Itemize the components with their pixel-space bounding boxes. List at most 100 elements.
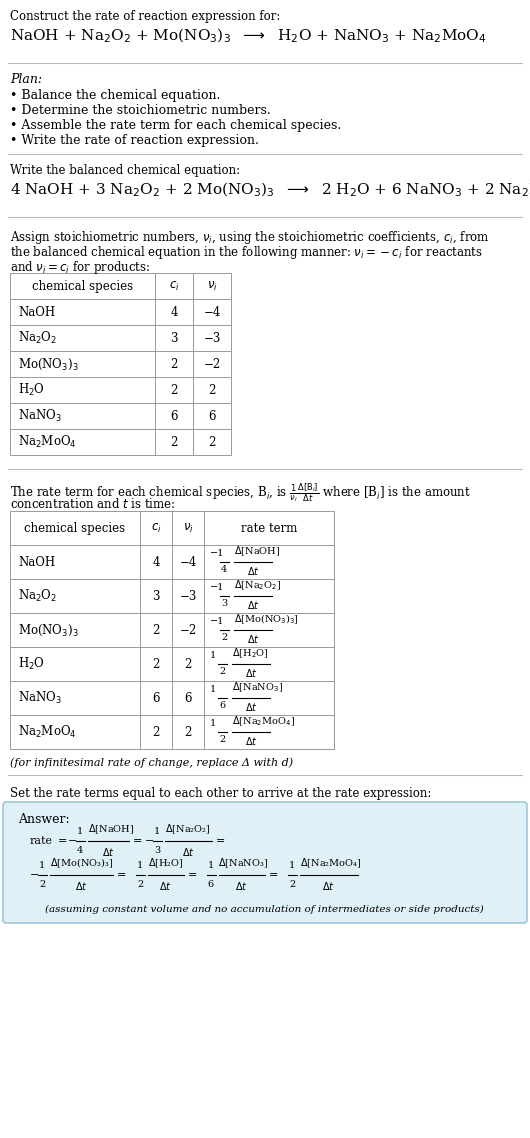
Text: 1: 1	[39, 861, 45, 869]
Text: (for infinitesimal rate of change, replace Δ with d): (for infinitesimal rate of change, repla…	[10, 757, 293, 767]
Text: 2: 2	[170, 384, 178, 396]
Text: 2: 2	[39, 880, 45, 889]
Text: Assign stoichiometric numbers, $\nu_i$, using the stoichiometric coefficients, $: Assign stoichiometric numbers, $\nu_i$, …	[10, 229, 490, 246]
Text: −2: −2	[179, 624, 197, 636]
Text: 2: 2	[208, 384, 216, 396]
Text: 3: 3	[152, 589, 160, 602]
Text: 1: 1	[77, 827, 83, 836]
Text: The rate term for each chemical species, B$_i$, is $\frac{1}{\nu_i}\frac{\Delta[: The rate term for each chemical species,…	[10, 481, 471, 503]
Text: 6: 6	[152, 692, 160, 704]
Text: −4: −4	[204, 305, 220, 319]
Text: • Write the rate of reaction expression.: • Write the rate of reaction expression.	[10, 134, 259, 147]
Text: $\Delta t$: $\Delta t$	[102, 846, 115, 858]
Text: $\Delta t$: $\Delta t$	[322, 880, 335, 892]
Text: H$_2$O: H$_2$O	[18, 382, 45, 398]
Text: the balanced chemical equation in the following manner: $\nu_i = -c_i$ for react: the balanced chemical equation in the fo…	[10, 244, 483, 261]
Text: 4: 4	[221, 564, 227, 574]
Text: Mo(NO$_3$)$_3$: Mo(NO$_3$)$_3$	[18, 356, 78, 372]
Text: $\Delta t$: $\Delta t$	[246, 564, 259, 577]
Text: =: =	[58, 836, 67, 846]
Text: 2: 2	[184, 726, 192, 739]
Text: =: =	[188, 869, 197, 880]
Text: $c_i$: $c_i$	[169, 280, 179, 292]
Text: $\Delta$[Na₂O₂]: $\Delta$[Na₂O₂]	[165, 823, 210, 836]
Text: −1: −1	[210, 549, 224, 558]
Text: 2: 2	[152, 624, 160, 636]
Text: 4: 4	[152, 555, 160, 569]
Text: 1: 1	[137, 861, 143, 869]
Text: $\Delta$[H$_2$O]: $\Delta$[H$_2$O]	[232, 646, 269, 660]
Text: $\Delta t$: $\Delta t$	[246, 599, 259, 611]
Text: Na$_2$MoO$_4$: Na$_2$MoO$_4$	[18, 724, 77, 740]
Text: chemical species: chemical species	[24, 521, 126, 535]
Text: 2: 2	[152, 658, 160, 670]
Text: 2: 2	[170, 357, 178, 371]
Text: $\Delta t$: $\Delta t$	[246, 633, 259, 645]
Text: −2: −2	[204, 357, 220, 371]
Text: (assuming constant volume and no accumulation of intermediates or side products): (assuming constant volume and no accumul…	[45, 905, 483, 914]
Text: $\Delta t$: $\Delta t$	[235, 880, 248, 892]
Text: −4: −4	[179, 555, 197, 569]
Text: $\Delta$[Mo(NO$_3$)$_3$]: $\Delta$[Mo(NO$_3$)$_3$]	[234, 612, 299, 626]
Text: $\Delta$[Na$_2$MoO$_4$]: $\Delta$[Na$_2$MoO$_4$]	[232, 715, 295, 728]
Text: NaOH: NaOH	[18, 555, 55, 569]
Text: 4: 4	[77, 846, 83, 855]
Text: $\Delta$[Na₂MoO₄]: $\Delta$[Na₂MoO₄]	[300, 857, 361, 869]
Text: −: −	[68, 836, 77, 846]
Text: 3: 3	[221, 599, 227, 608]
Text: $\Delta$[H₂O]: $\Delta$[H₂O]	[148, 857, 184, 869]
Text: 2: 2	[289, 880, 295, 889]
Text: Answer:: Answer:	[18, 813, 69, 826]
Text: $\Delta t$: $\Delta t$	[182, 846, 195, 858]
Text: 2: 2	[137, 880, 143, 889]
Text: $\Delta$[NaOH]: $\Delta$[NaOH]	[234, 544, 280, 558]
Text: rate term: rate term	[241, 521, 297, 535]
Text: 2: 2	[219, 735, 225, 744]
Text: =: =	[133, 836, 143, 846]
Text: Na$_2$MoO$_4$: Na$_2$MoO$_4$	[18, 434, 77, 450]
Text: $\Delta t$: $\Delta t$	[245, 701, 258, 714]
Text: $\Delta$[NaOH]: $\Delta$[NaOH]	[88, 823, 134, 836]
Text: 2: 2	[221, 633, 227, 642]
Text: NaOH + Na$_2$O$_2$ + Mo(NO$_3$)$_3$  $\longrightarrow$  H$_2$O + NaNO$_3$ + Na$_: NaOH + Na$_2$O$_2$ + Mo(NO$_3$)$_3$ $\lo…	[10, 27, 487, 46]
Text: −3: −3	[179, 589, 197, 602]
Text: Write the balanced chemical equation:: Write the balanced chemical equation:	[10, 164, 240, 178]
Text: H$_2$O: H$_2$O	[18, 655, 45, 673]
Text: =: =	[216, 836, 225, 846]
Text: $\Delta$[NaNO₃]: $\Delta$[NaNO₃]	[218, 857, 269, 869]
Text: 1: 1	[207, 861, 214, 869]
Text: $\Delta$[Mo(NO₃)₃]: $\Delta$[Mo(NO₃)₃]	[50, 857, 113, 869]
Text: Na$_2$O$_2$: Na$_2$O$_2$	[18, 588, 57, 604]
Text: 1: 1	[154, 827, 160, 836]
Text: NaNO$_3$: NaNO$_3$	[18, 690, 62, 706]
Text: $\Delta$[NaNO$_3$]: $\Delta$[NaNO$_3$]	[232, 681, 283, 694]
Text: chemical species: chemical species	[32, 280, 133, 292]
Text: • Determine the stoichiometric numbers.: • Determine the stoichiometric numbers.	[10, 104, 271, 117]
Text: 2: 2	[208, 436, 216, 448]
Text: $\Delta t$: $\Delta t$	[245, 735, 258, 747]
Text: rate: rate	[30, 836, 53, 846]
Text: $\nu_i$: $\nu_i$	[207, 280, 217, 292]
Text: 6: 6	[207, 880, 214, 889]
Text: • Balance the chemical equation.: • Balance the chemical equation.	[10, 89, 220, 102]
Text: −1: −1	[210, 617, 224, 626]
Text: −: −	[30, 869, 39, 880]
Text: 4: 4	[170, 305, 178, 319]
Text: 1: 1	[289, 861, 295, 869]
Text: −: −	[145, 836, 154, 846]
Text: Set the rate terms equal to each other to arrive at the rate expression:: Set the rate terms equal to each other t…	[10, 787, 431, 800]
Text: concentration and $t$ is time:: concentration and $t$ is time:	[10, 497, 175, 511]
Text: 3: 3	[170, 331, 178, 345]
Text: 6: 6	[184, 692, 192, 704]
Bar	[10, 273, 231, 455]
Text: 6: 6	[208, 410, 216, 422]
Text: $\Delta$[Na$_2$O$_2$]: $\Delta$[Na$_2$O$_2$]	[234, 578, 281, 592]
Text: $\Delta t$: $\Delta t$	[160, 880, 172, 892]
Text: NaOH: NaOH	[18, 305, 55, 319]
Text: $\nu_i$: $\nu_i$	[183, 521, 193, 535]
Bar	[10, 511, 334, 749]
Text: 2: 2	[219, 667, 225, 676]
Text: • Assemble the rate term for each chemical species.: • Assemble the rate term for each chemic…	[10, 119, 341, 132]
Text: =: =	[117, 869, 126, 880]
Text: Plan:: Plan:	[10, 73, 42, 86]
